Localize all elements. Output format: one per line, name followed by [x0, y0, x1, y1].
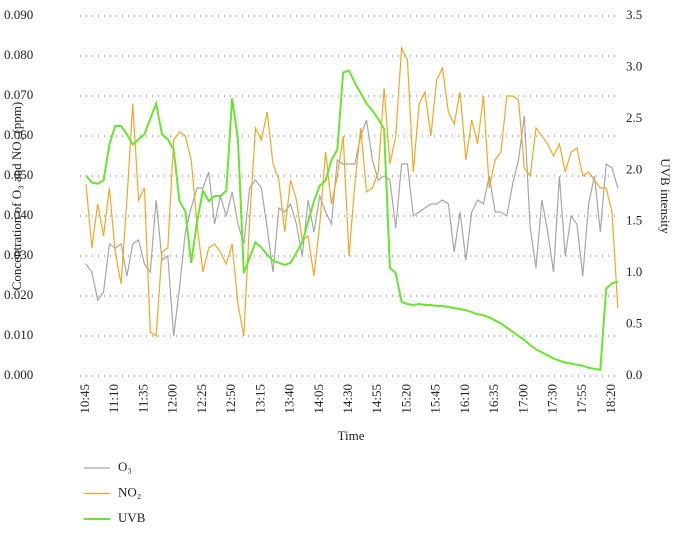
x-tick-label: 11:10: [106, 384, 121, 413]
y-tick-label: 0.040: [4, 207, 33, 222]
y-tick-label: 0.060: [4, 127, 33, 142]
y-tick-label: 0.020: [4, 287, 33, 302]
y-tick-label: 0.030: [4, 247, 33, 262]
x-tick-label: 17:55: [574, 384, 589, 414]
y-tick-label: 0.010: [4, 327, 33, 342]
x-axis-label: Time: [338, 428, 365, 443]
y2-tick-label: 3.0: [626, 58, 642, 73]
x-tick-label: 13:40: [282, 384, 297, 414]
y-tick-label: 0.050: [4, 167, 33, 182]
y2-tick-label: 0.0: [626, 367, 642, 382]
x-tick-label: 11:35: [135, 384, 150, 413]
y2-tick-label: 3.5: [626, 7, 642, 22]
x-tick-label: 12:50: [223, 384, 238, 414]
x-tick-label: 17:30: [545, 384, 560, 414]
series-line: [85, 45, 619, 338]
x-tick-label: 13:15: [252, 384, 267, 414]
x-tick-label: 12:00: [165, 384, 180, 414]
legend-label: O₃: [118, 459, 132, 474]
y2-tick-label: 2.0: [626, 161, 642, 176]
x-tick-label: 12:25: [194, 384, 209, 414]
y2-tick-label: 0.5: [626, 316, 642, 331]
y2-tick-label: 1.5: [626, 213, 642, 228]
x-tick-label: 14:55: [369, 384, 384, 414]
legend-label: UVB: [118, 510, 146, 525]
x-tick-label: 16:10: [457, 384, 472, 414]
x-tick-label: 15:20: [398, 384, 413, 414]
x-tick-label: 14:05: [311, 384, 326, 414]
y2-tick-label: 2.5: [626, 110, 642, 125]
x-tick-label: 15:45: [428, 384, 443, 414]
y-axis-label: Concentration of O₃ and NO₂ (ppm): [9, 102, 24, 291]
x-tick-label: 14:30: [340, 384, 355, 414]
series-line: [85, 69, 619, 372]
x-tick-label: 18:20: [603, 384, 618, 414]
y-tick-label: 0.000: [4, 367, 33, 382]
y-tick-label: 0.080: [4, 47, 33, 62]
y2-tick-label: 1.0: [626, 264, 642, 279]
x-tick-label: 16:35: [486, 384, 501, 414]
y-tick-label: 0.070: [4, 87, 33, 102]
y2-axis-label: UVB intensity: [658, 158, 673, 234]
x-tick-label: 10:45: [77, 384, 92, 414]
x-tick-label: 17:00: [515, 384, 530, 414]
y-tick-label: 0.090: [4, 7, 33, 22]
series-line: [85, 115, 619, 337]
legend-label: NO₂: [118, 484, 141, 499]
